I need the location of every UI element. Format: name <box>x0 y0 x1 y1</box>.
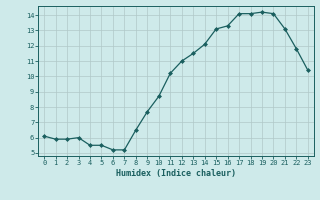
X-axis label: Humidex (Indice chaleur): Humidex (Indice chaleur) <box>116 169 236 178</box>
